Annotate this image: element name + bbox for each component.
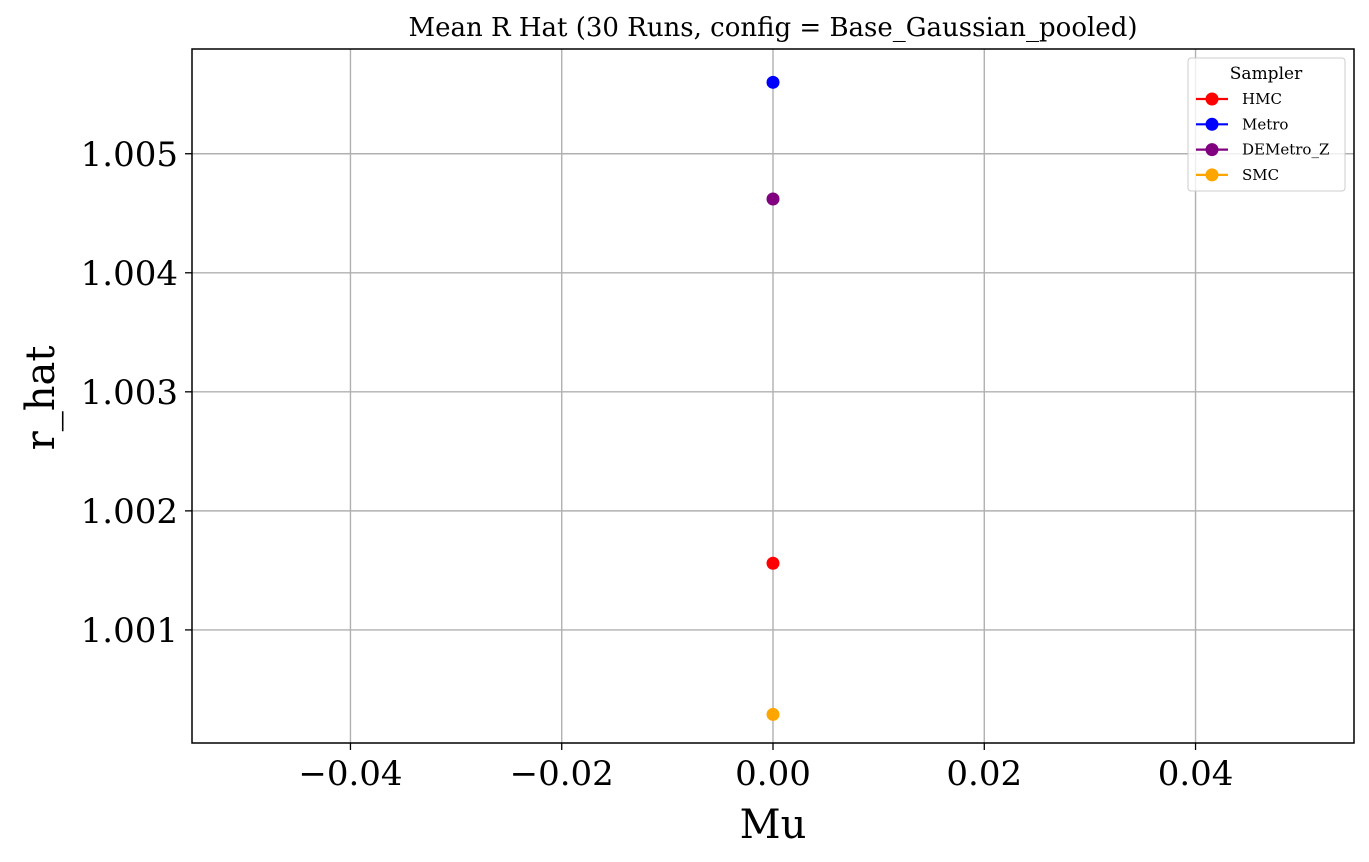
legend-entry-hmc: HMC xyxy=(1196,90,1282,108)
x-tick-label: −0.04 xyxy=(298,754,402,794)
y-tick-label: 1.001 xyxy=(81,611,178,651)
y-tick-label: 1.005 xyxy=(81,135,178,175)
y-tick-label: 1.003 xyxy=(81,373,178,413)
legend-label-demetro-z: DEMetro_Z xyxy=(1242,141,1329,159)
x-axis-label: Mu xyxy=(740,802,807,848)
x-tick-label: 0.00 xyxy=(735,754,811,794)
legend-marker-metro xyxy=(1205,117,1219,131)
data-point-smc xyxy=(766,707,780,721)
legend-marker-demetro-z xyxy=(1205,143,1219,157)
data-point-demetro-z xyxy=(766,192,780,206)
legend-marker-hmc xyxy=(1205,92,1219,106)
legend-label-smc: SMC xyxy=(1242,166,1279,184)
x-tick-label: −0.02 xyxy=(510,754,614,794)
chart-title: Mean R Hat (30 Runs, config = Base_Gauss… xyxy=(409,13,1138,43)
y-tick-label: 1.002 xyxy=(81,492,178,532)
legend-entry-metro: Metro xyxy=(1196,115,1288,133)
legend-entry-demetro-z: DEMetro_Z xyxy=(1196,141,1329,159)
x-tick-label: 0.04 xyxy=(1158,754,1234,794)
legend-marker-smc xyxy=(1205,168,1219,182)
legend-entry-smc: SMC xyxy=(1196,166,1279,184)
y-tick-label: 1.004 xyxy=(81,254,178,294)
legend-entries: HMC Metro DEMetro_Z SMC xyxy=(1196,90,1329,184)
axis-ticks: −0.04 −0.02 0.00 0.02 0.04 1.001 1.002 1.003 1.0… xyxy=(81,135,1234,794)
legend: Sampler HMC Metro DEMetro_Z SMC xyxy=(1187,57,1346,192)
plot-area-frame xyxy=(191,48,1355,744)
legend-label-hmc: HMC xyxy=(1242,90,1282,108)
legend-box xyxy=(1187,57,1346,192)
grid xyxy=(192,49,1354,743)
x-tick-label: 0.02 xyxy=(946,754,1022,794)
y-axis-label: r_hat xyxy=(18,346,64,451)
data-points xyxy=(766,75,780,721)
data-point-hmc xyxy=(766,556,780,570)
data-point-metro xyxy=(766,75,780,89)
legend-label-metro: Metro xyxy=(1242,115,1288,133)
legend-title: Sampler xyxy=(1230,64,1303,84)
